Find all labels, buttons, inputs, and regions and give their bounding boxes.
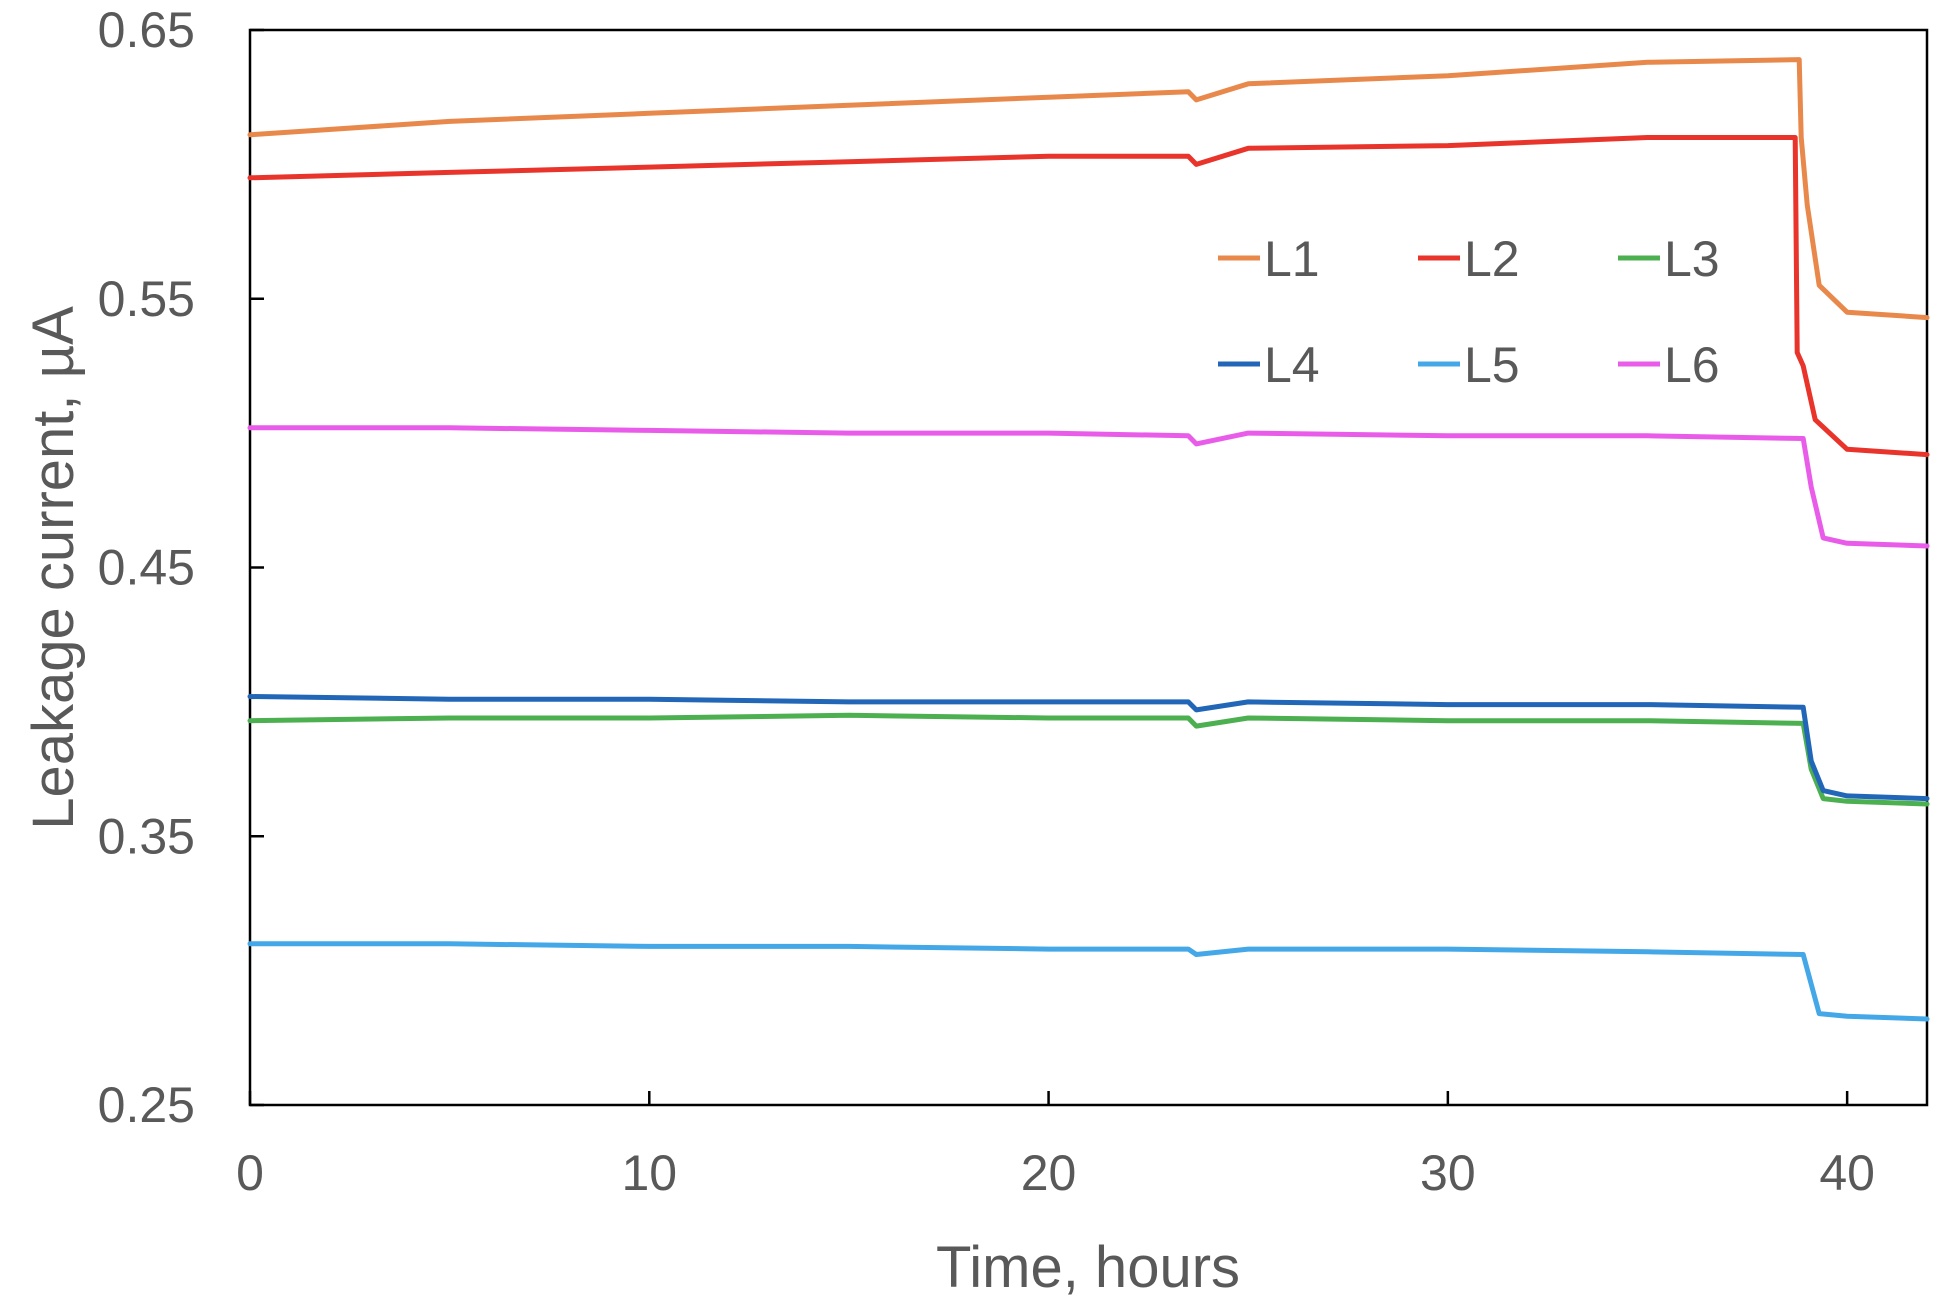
series-line-l6 xyxy=(247,425,1930,549)
series-line-l4 xyxy=(247,694,1930,802)
x-tick-label: 40 xyxy=(1819,1145,1875,1201)
legend-label-l5: L5 xyxy=(1464,337,1520,393)
y-axis-ticks: 0.25 0.35 0.45 0.55 0.65 xyxy=(98,2,264,1133)
series-line-l5 xyxy=(247,941,1930,1022)
x-tick-label: 20 xyxy=(1021,1145,1077,1201)
legend-label-l6: L6 xyxy=(1664,337,1720,393)
legend-label-l4: L4 xyxy=(1264,337,1320,393)
series-lines xyxy=(247,57,1930,1022)
y-tick-label: 0.45 xyxy=(98,540,195,596)
y-axis-title: Leakage current, µA xyxy=(21,306,86,830)
x-tick-label: 30 xyxy=(1420,1145,1476,1201)
legend-label-l1: L1 xyxy=(1264,231,1320,287)
legend-label-l2: L2 xyxy=(1464,231,1520,287)
y-tick-label: 0.35 xyxy=(98,808,195,864)
x-tick-label: 10 xyxy=(621,1145,677,1201)
series-line-l3 xyxy=(247,712,1930,807)
series-line-l2 xyxy=(247,135,1930,458)
x-axis-title: Time, hours xyxy=(936,1235,1240,1300)
legend: L1 L2 L3 L4 L5 L6 xyxy=(1218,231,1720,393)
y-tick-label: 0.55 xyxy=(98,271,195,327)
x-axis-ticks: 0 10 20 30 40 xyxy=(236,1091,1875,1201)
y-tick-label: 0.65 xyxy=(98,2,195,58)
y-tick-label: 0.25 xyxy=(98,1077,195,1133)
x-tick-label: 0 xyxy=(236,1145,264,1201)
legend-label-l3: L3 xyxy=(1664,231,1720,287)
series-line-l1 xyxy=(247,57,1930,321)
